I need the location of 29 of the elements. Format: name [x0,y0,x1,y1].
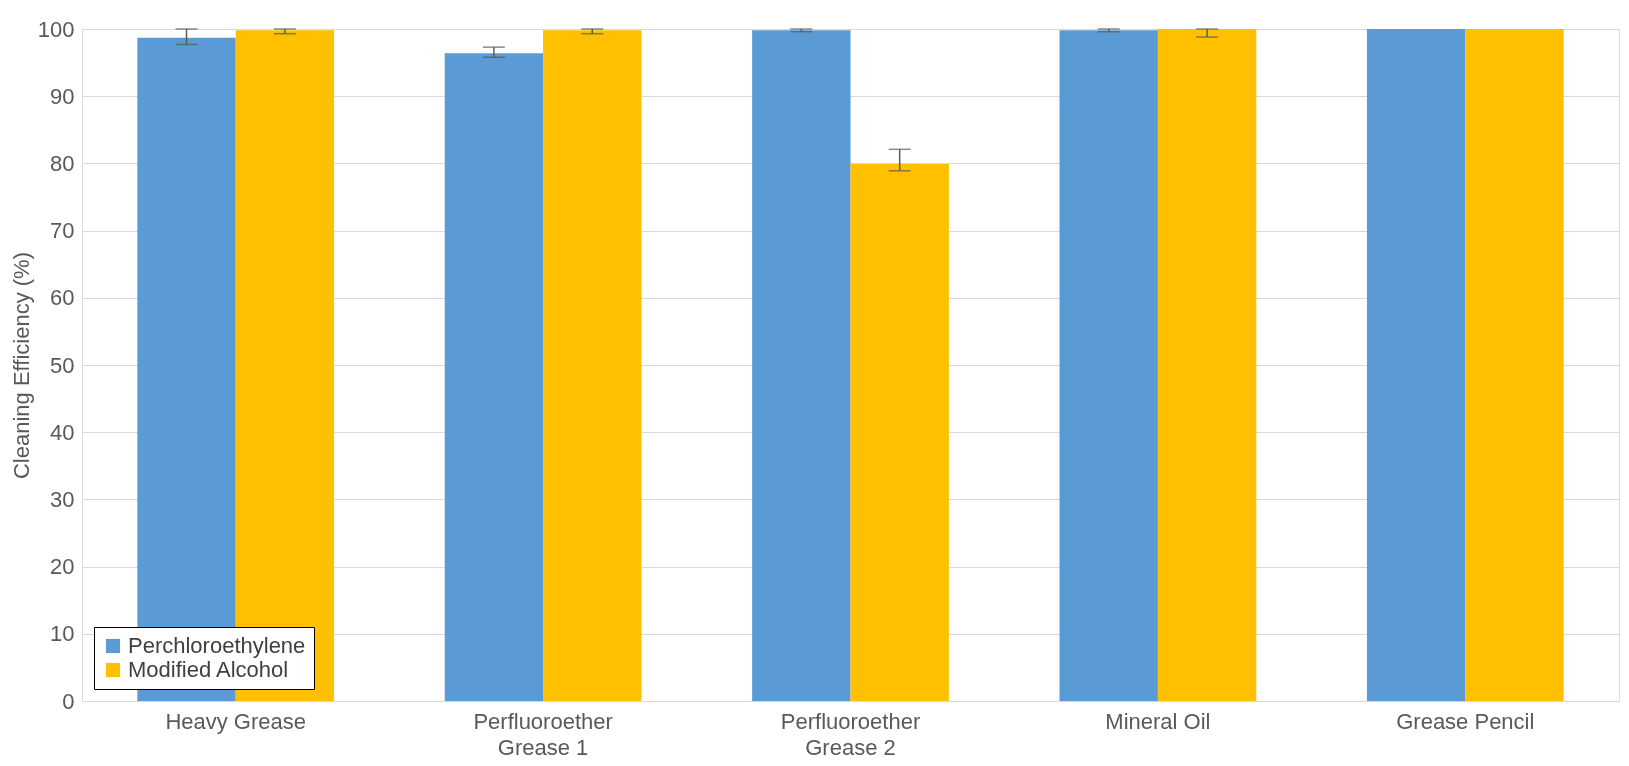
bar [543,30,642,701]
category-label: Mineral Oil [1105,708,1211,734]
category-label: Grease Pencil [1396,708,1535,734]
category-label: Perfluoroether [780,708,921,734]
bar [1157,29,1257,701]
y-tick-label: 50 [50,352,75,378]
bar [850,164,949,701]
y-tick-label: 40 [50,419,75,445]
y-axis-title: Cleaning Efficiency (%) [8,251,34,480]
y-tick-label: 100 [37,16,75,42]
bar [444,53,544,701]
y-tick-label: 60 [50,285,75,311]
category-label: Grease 2 [805,734,896,760]
y-tick-label: 90 [50,83,75,109]
category-label: Heavy Grease [165,708,307,734]
y-tick-label: 10 [50,621,75,647]
category-label: Grease 1 [497,734,589,760]
category-label: Perfluoroether [473,708,613,734]
y-tick-label: 20 [50,554,75,580]
y-tick-label: 0 [62,688,75,714]
y-tick-label: 80 [50,150,75,176]
bar [1366,29,1466,701]
bar [1059,30,1158,701]
y-tick-label: 30 [50,486,75,512]
legend-label: Perchloroethylene [128,633,306,658]
legend-label: Modified Alcohol [128,657,289,682]
bar [752,30,851,701]
bar [1465,29,1564,701]
y-tick-label: 70 [50,218,75,244]
